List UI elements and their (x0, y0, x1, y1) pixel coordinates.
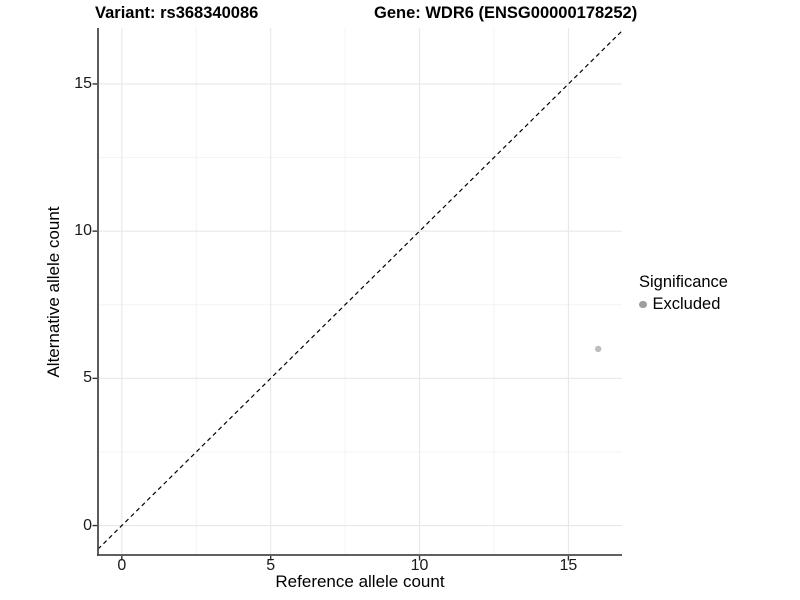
y-tick-label: 5 (83, 369, 92, 387)
x-tick-label: 10 (410, 557, 429, 574)
legend-item-excluded: Excluded (639, 295, 728, 314)
data-point-excluded (594, 345, 602, 353)
y-tick-label: 0 (83, 516, 92, 534)
gene-title: Gene: WDR6 (ENSG00000178252) (374, 4, 638, 22)
y-axis-title: Alternative allele count (44, 206, 63, 378)
y-tick-label: 10 (74, 222, 92, 240)
identity-dashed-line (97, 30, 623, 550)
legend-title: Significance (639, 273, 728, 291)
excluded-point-icon (639, 300, 647, 309)
x-tick-label: 15 (559, 557, 578, 574)
legend: Significance Excluded (639, 273, 728, 314)
x-tick-label: 0 (117, 557, 127, 574)
y-tick-label: 15 (74, 74, 92, 92)
variant-title: Variant: rs368340086 (95, 4, 259, 22)
x-tick-label: 5 (266, 557, 276, 574)
x-axis-title: Reference allele count (275, 572, 445, 591)
legend-item-label: Excluded (652, 295, 721, 313)
